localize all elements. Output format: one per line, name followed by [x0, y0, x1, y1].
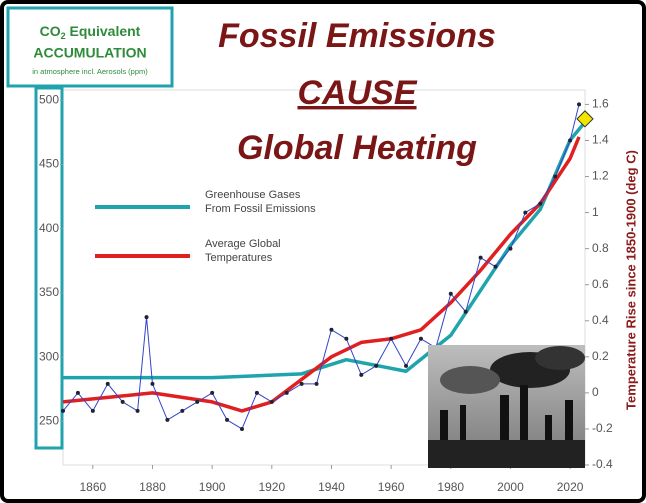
annual-point — [299, 381, 304, 386]
y2-tick-label: 0.8 — [592, 241, 609, 255]
x-tick-label: 1960 — [378, 480, 405, 494]
annual-point — [135, 408, 140, 413]
annual-point — [568, 138, 573, 143]
y2-tick-label: 0 — [592, 385, 599, 399]
annual-point — [225, 417, 230, 422]
y2-tick-label: 0.6 — [592, 277, 609, 291]
annual-point — [120, 399, 125, 404]
annual-point — [150, 381, 155, 386]
box-title-rest: Equivalent — [66, 23, 141, 39]
annual-point — [389, 336, 394, 341]
annual-point — [329, 327, 334, 332]
y2-tick-label: 0.4 — [592, 313, 609, 327]
annual-point — [105, 381, 110, 386]
annual-point — [314, 381, 319, 386]
legend-label: From Fossil Emissions — [205, 203, 316, 215]
annual-point — [359, 372, 364, 377]
y-tick-label: 400 — [39, 221, 59, 235]
legend-box — [6, 6, 174, 88]
y2-tick-label: 0.2 — [592, 349, 609, 363]
annual-point — [553, 174, 558, 179]
annual-point — [344, 336, 349, 341]
chart-title: Fossil Emissions — [218, 17, 496, 55]
annual-point — [448, 291, 453, 296]
annual-point — [75, 390, 80, 395]
annual-point — [144, 315, 149, 320]
y-tick-label: 500 — [39, 92, 59, 106]
annual-point — [180, 408, 185, 413]
y-tick-label: 450 — [39, 157, 59, 171]
annual-point — [90, 408, 95, 413]
annual-point — [493, 264, 498, 269]
annual-point — [254, 390, 259, 395]
annual-point — [463, 309, 468, 314]
x-tick-label: 1940 — [318, 480, 345, 494]
highlight-marker — [576, 110, 594, 128]
annual-point — [165, 417, 170, 422]
annual-point — [284, 390, 289, 395]
y2-tick-label: 1.4 — [592, 133, 609, 147]
legend-label: Average Global — [205, 238, 281, 250]
annual-point — [269, 399, 274, 404]
box-title: CO2 Equivalent — [40, 23, 141, 42]
annual-point — [523, 210, 528, 215]
x-tick-label: 1980 — [437, 480, 464, 494]
chart-title: Global Heating — [237, 129, 477, 167]
annual-point — [404, 363, 409, 368]
axis-highlight-box — [34, 86, 64, 450]
box-note: in atmosphere incl. Aerosols (ppm) — [32, 67, 148, 76]
annual-point — [478, 255, 483, 260]
annual-point — [61, 408, 65, 413]
y-tick-label: 250 — [39, 414, 59, 428]
box-title-sub: 2 — [61, 31, 66, 41]
x-tick-label: 1920 — [258, 480, 285, 494]
annual-point — [418, 336, 423, 341]
y2-tick-label: -0.2 — [592, 421, 613, 435]
y-tick-label: 350 — [39, 285, 59, 299]
factory-photo — [428, 345, 585, 468]
box-title-main: CO — [40, 23, 61, 39]
annual-point — [538, 201, 543, 206]
y2-tick-label: 1.6 — [592, 97, 609, 111]
y-tick-label: 300 — [39, 349, 59, 363]
annual-point — [374, 363, 379, 368]
annual-point — [195, 399, 200, 404]
annual-point — [210, 390, 215, 395]
legend-label: Greenhouse Gases — [205, 189, 301, 201]
y2-tick-label: 1.2 — [592, 169, 609, 183]
x-tick-label: 2020 — [557, 480, 584, 494]
chart-title: CAUSE — [297, 74, 417, 112]
x-tick-label: 1880 — [139, 480, 166, 494]
y2-axis-label: Temperature Rise since 1850-1900 (deg C) — [623, 150, 638, 410]
y2-tick-label: 1 — [592, 205, 599, 219]
box-title-line2: ACCUMULATION — [33, 45, 146, 61]
annual-point — [239, 426, 244, 431]
x-tick-label: 2000 — [497, 480, 524, 494]
legend-label: Temperatures — [205, 252, 273, 264]
annual-point — [508, 246, 513, 251]
x-tick-label: 1860 — [79, 480, 106, 494]
annual-point — [577, 102, 582, 107]
x-tick-label: 1900 — [199, 480, 226, 494]
y2-tick-label: -0.4 — [592, 457, 613, 471]
